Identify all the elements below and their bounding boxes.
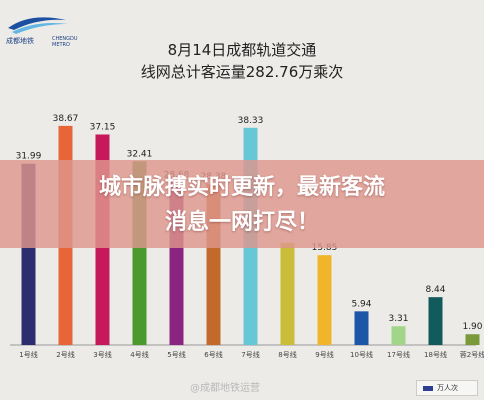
tick-label-5: 5号线 <box>167 350 185 359</box>
value-label-12: 8.44 <box>425 285 445 295</box>
tick-label-7: 7号线 <box>241 350 259 359</box>
tick-label-1: 1号线 <box>19 350 37 359</box>
value-label-7: 38.33 <box>238 116 264 126</box>
metro-logo: 成都地铁 CHENGDU METRO <box>6 14 78 48</box>
value-label-11: 3.31 <box>388 314 408 324</box>
chart-legend: 万人次 <box>416 380 478 396</box>
tick-label-12: 18号线 <box>424 350 447 359</box>
tick-label-11: 17号线 <box>387 350 410 359</box>
value-label-9: 15.85 <box>312 243 338 253</box>
bar-10 <box>354 311 369 345</box>
legend-label: 万人次 <box>437 384 458 392</box>
legend-swatch <box>423 385 433 391</box>
value-label-2: 38.67 <box>53 114 79 124</box>
chart-title: 8月14日成都轨道交通 <box>167 41 317 59</box>
tick-label-8: 8号线 <box>278 350 296 359</box>
value-label-4: 32.41 <box>127 149 153 159</box>
promo-banner-line-1: 城市脉搏实时更新，最新客流 <box>98 175 385 200</box>
bar-8 <box>280 242 295 345</box>
promo-banner-line-2: 消息一网打尽！ <box>164 210 319 235</box>
value-label-10: 5.94 <box>351 299 371 309</box>
tick-label-4: 4号线 <box>130 350 148 359</box>
value-label-3: 37.15 <box>90 122 116 132</box>
tick-label-10: 10号线 <box>350 350 373 359</box>
bar-9 <box>317 255 332 345</box>
metro-logo-name-en: CHENGDU METRO <box>52 36 78 48</box>
bar-13 <box>465 334 480 345</box>
metro-logo-icon <box>8 17 68 34</box>
promo-banner <box>0 160 484 248</box>
value-label-1: 31.99 <box>16 152 42 162</box>
tick-label-2: 2号线 <box>56 350 74 359</box>
weibo-watermark: @成都地铁运营 <box>190 383 260 394</box>
tick-label-13: 蓉2号线 <box>460 350 484 359</box>
bar-11 <box>391 326 406 345</box>
tick-label-9: 9号线 <box>315 350 333 359</box>
bar-12 <box>428 297 443 345</box>
value-label-13: 1.90 <box>462 322 482 332</box>
chart-subtitle: 线网总计客运量282.76万乘次 <box>140 63 344 81</box>
tick-label-6: 6号线 <box>204 350 222 359</box>
tick-label-3: 3号线 <box>93 350 111 359</box>
metro-logo-name: 成都地铁 <box>6 37 34 45</box>
